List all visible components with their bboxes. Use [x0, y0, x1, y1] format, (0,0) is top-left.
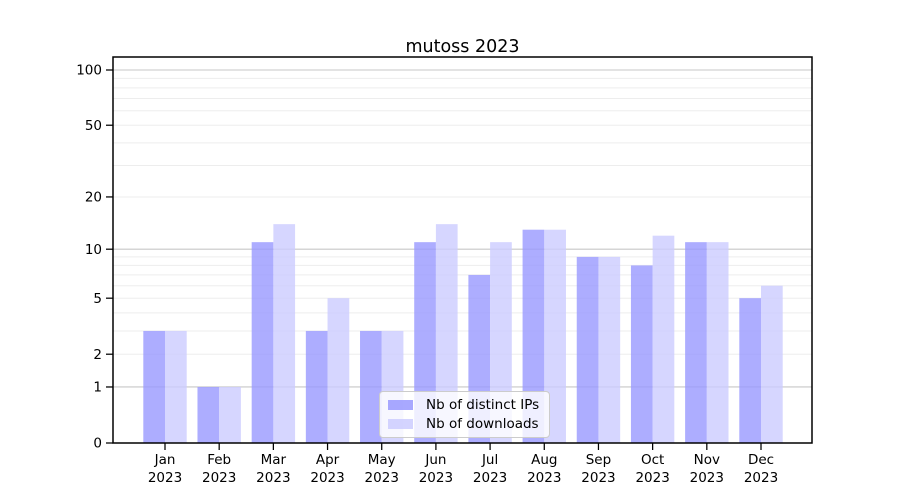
y-tick-label-0: 0	[93, 436, 102, 452]
bar-nb-of-distinct-ips-may	[360, 330, 382, 443]
x-tick-label-year-dec: 2023	[744, 470, 778, 486]
x-tick-label-month-nov: Nov	[694, 452, 720, 468]
legend-swatch-downloads	[388, 419, 413, 429]
legend-label-distinct-ips: Nb of distinct IPs	[426, 397, 540, 413]
x-tick-label-month-jul: Jul	[481, 452, 498, 468]
y-tick-label-10: 10	[85, 242, 102, 258]
y-tick-label-100: 100	[76, 63, 102, 79]
x-tick-label-year-jun: 2023	[419, 470, 453, 486]
x-tick-label-year-mar: 2023	[256, 470, 290, 486]
x-tick-label-month-oct: Oct	[641, 452, 664, 468]
bar-nb-of-distinct-ips-jan	[143, 330, 165, 443]
x-tick-label-month-may: May	[368, 452, 396, 468]
x-tick-label-year-nov: 2023	[690, 470, 724, 486]
bar-nb-of-downloads-dec	[761, 285, 783, 443]
bar-nb-of-distinct-ips-oct	[630, 265, 653, 443]
bar-nb-of-distinct-ips-sep	[576, 256, 599, 443]
x-tick-label-year-aug: 2023	[527, 470, 561, 486]
x-tick-label-year-feb: 2023	[202, 470, 236, 486]
bar-nb-of-downloads-nov	[706, 242, 729, 443]
x-tick-label-month-feb: Feb	[207, 452, 231, 468]
legend-label-downloads: Nb of downloads	[426, 416, 539, 432]
x-tick-label-month-aug: Aug	[531, 452, 557, 468]
x-tick-label-month-apr: Apr	[316, 452, 340, 468]
legend-swatch-distinct-ips	[388, 400, 413, 410]
bar-nb-of-distinct-ips-aug	[522, 229, 545, 443]
bar-nb-of-downloads-sep	[598, 256, 621, 443]
bar-nb-of-distinct-ips-feb	[197, 386, 220, 443]
x-tick-label-year-oct: 2023	[635, 470, 669, 486]
x-tick-label-month-dec: Dec	[748, 452, 774, 468]
x-tick-label-year-may: 2023	[365, 470, 399, 486]
x-tick-label-month-sep: Sep	[586, 452, 611, 468]
x-tick-label-year-jul: 2023	[473, 470, 507, 486]
x-tick-label-year-sep: 2023	[581, 470, 615, 486]
bar-nb-of-distinct-ips-mar	[251, 242, 274, 443]
bar-nb-of-distinct-ips-nov	[685, 242, 707, 443]
x-tick-label-year-jan: 2023	[148, 470, 182, 486]
bar-nb-of-downloads-mar	[273, 224, 296, 443]
x-tick-label-month-jun: Jun	[424, 452, 446, 468]
bar-nb-of-downloads-oct	[652, 235, 675, 443]
y-tick-label-5: 5	[93, 291, 102, 307]
y-tick-label-1: 1	[93, 380, 102, 396]
bar-nb-of-downloads-jan	[165, 330, 187, 443]
y-tick-label-2: 2	[93, 347, 102, 363]
legend-item-downloads: Nb of downloads	[388, 415, 539, 433]
bar-nb-of-distinct-ips-dec	[739, 298, 761, 443]
y-tick-label-50: 50	[85, 118, 102, 134]
bar-nb-of-downloads-aug	[544, 229, 566, 443]
legend: Nb of distinct IPs Nb of downloads	[379, 391, 551, 438]
x-tick-label-year-apr: 2023	[310, 470, 344, 486]
legend-item-distinct-ips: Nb of distinct IPs	[388, 396, 539, 414]
axes-frame	[112, 56, 813, 444]
bar-nb-of-downloads-jun	[435, 224, 458, 443]
bar-nb-of-downloads-apr	[327, 298, 350, 443]
y-tick-label-20: 20	[85, 190, 102, 206]
x-tick-label-month-mar: Mar	[261, 452, 287, 468]
chart-title: mutoss 2023	[405, 37, 520, 57]
x-tick-label-month-jan: Jan	[154, 452, 176, 468]
bar-nb-of-downloads-feb	[219, 386, 241, 443]
bar-nb-of-distinct-ips-apr	[305, 330, 328, 443]
